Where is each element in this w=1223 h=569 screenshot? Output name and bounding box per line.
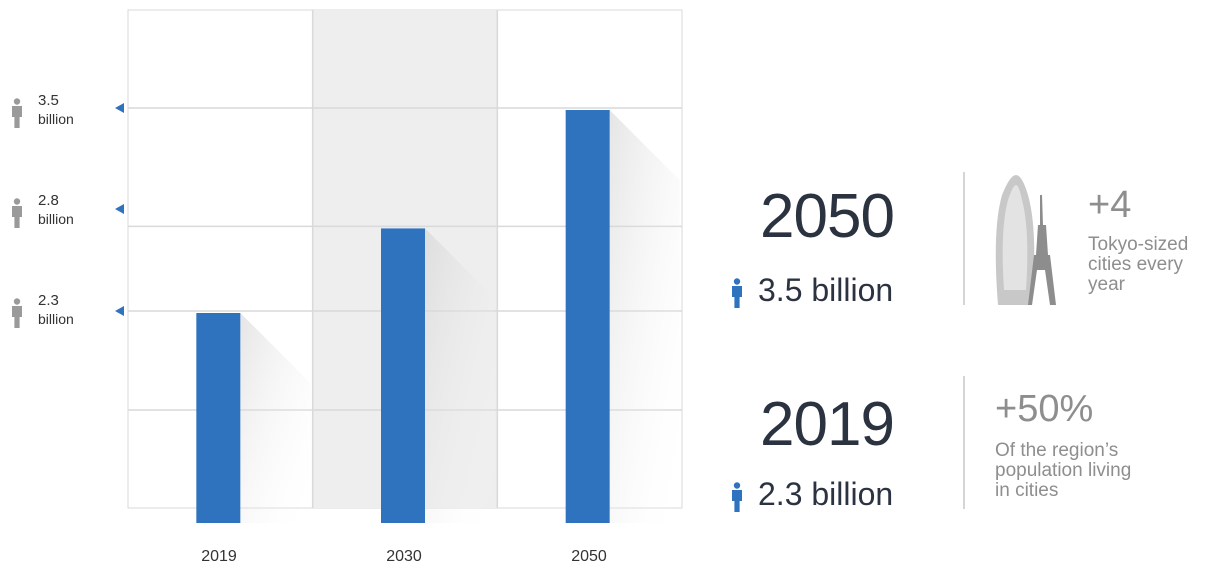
y-tick-unit: billion xyxy=(38,211,74,227)
person-icon xyxy=(12,298,22,328)
population-value: 3.5 billion xyxy=(758,272,894,308)
tokyo-skyline-icon xyxy=(995,175,1056,305)
stat-2019-population: 2.3 billion xyxy=(730,478,893,512)
description-line: in cities xyxy=(995,480,1059,501)
person-icon xyxy=(12,198,22,228)
bar-2050 xyxy=(565,110,610,523)
person-icon xyxy=(732,481,742,512)
stat-2050-plus: +4 xyxy=(1088,184,1132,226)
stat-year: 2019 xyxy=(760,390,895,459)
stat-2019: 2019 xyxy=(760,390,895,459)
divider xyxy=(963,376,965,509)
description-line: Of the region’s xyxy=(995,440,1119,461)
population-value: 2.3 billion xyxy=(758,476,894,512)
bar-2030 xyxy=(381,228,425,523)
x-tick-label-2019: 2019 xyxy=(201,548,237,565)
tick-marker-2-3 xyxy=(115,306,124,316)
bar-shadow xyxy=(609,110,680,523)
y-tick-label-2-8: 2.8 billion xyxy=(10,192,105,236)
x-tick-label-2050: 2050 xyxy=(571,548,607,565)
description-line: cities every xyxy=(1088,254,1184,275)
x-tick-label-2030: 2030 xyxy=(386,548,422,565)
divider xyxy=(963,172,965,305)
bar-shadow xyxy=(425,228,495,523)
stat-2019-plus: +50% xyxy=(995,388,1094,430)
y-tick-label-2-3: 2.3 billion xyxy=(10,292,105,336)
y-tick-unit: billion xyxy=(38,311,74,327)
tick-marker-2-8 xyxy=(115,204,124,214)
y-tick-unit: billion xyxy=(38,111,74,127)
y-tick-value: 2.3 xyxy=(38,292,59,309)
tick-marker-3-5 xyxy=(115,103,124,113)
description-line: year xyxy=(1088,274,1125,295)
bar-2019 xyxy=(196,313,241,523)
description-line: Tokyo-sized xyxy=(1088,234,1189,255)
stat-2050-population: 3.5 billion xyxy=(730,274,893,308)
person-icon xyxy=(732,277,742,308)
bar-shadow xyxy=(240,313,311,523)
y-tick-label-3-5: 3.5 billion xyxy=(10,92,105,136)
y-tick-value: 2.8 xyxy=(38,192,59,209)
y-tick-value: 3.5 xyxy=(38,92,59,109)
person-icon xyxy=(12,98,22,128)
stat-2019-description: Of the region’s population living in cit… xyxy=(995,441,1131,501)
population-bar-chart: 3.5 billion 2.8 billion 2.3 billion 2019… xyxy=(10,9,683,565)
description-line: population living xyxy=(995,460,1132,481)
stat-2050-description: Tokyo-sized cities every year xyxy=(1088,235,1188,295)
stat-2050: 2050 xyxy=(760,182,895,251)
chart-plot xyxy=(127,9,683,523)
stat-year: 2050 xyxy=(760,182,895,251)
